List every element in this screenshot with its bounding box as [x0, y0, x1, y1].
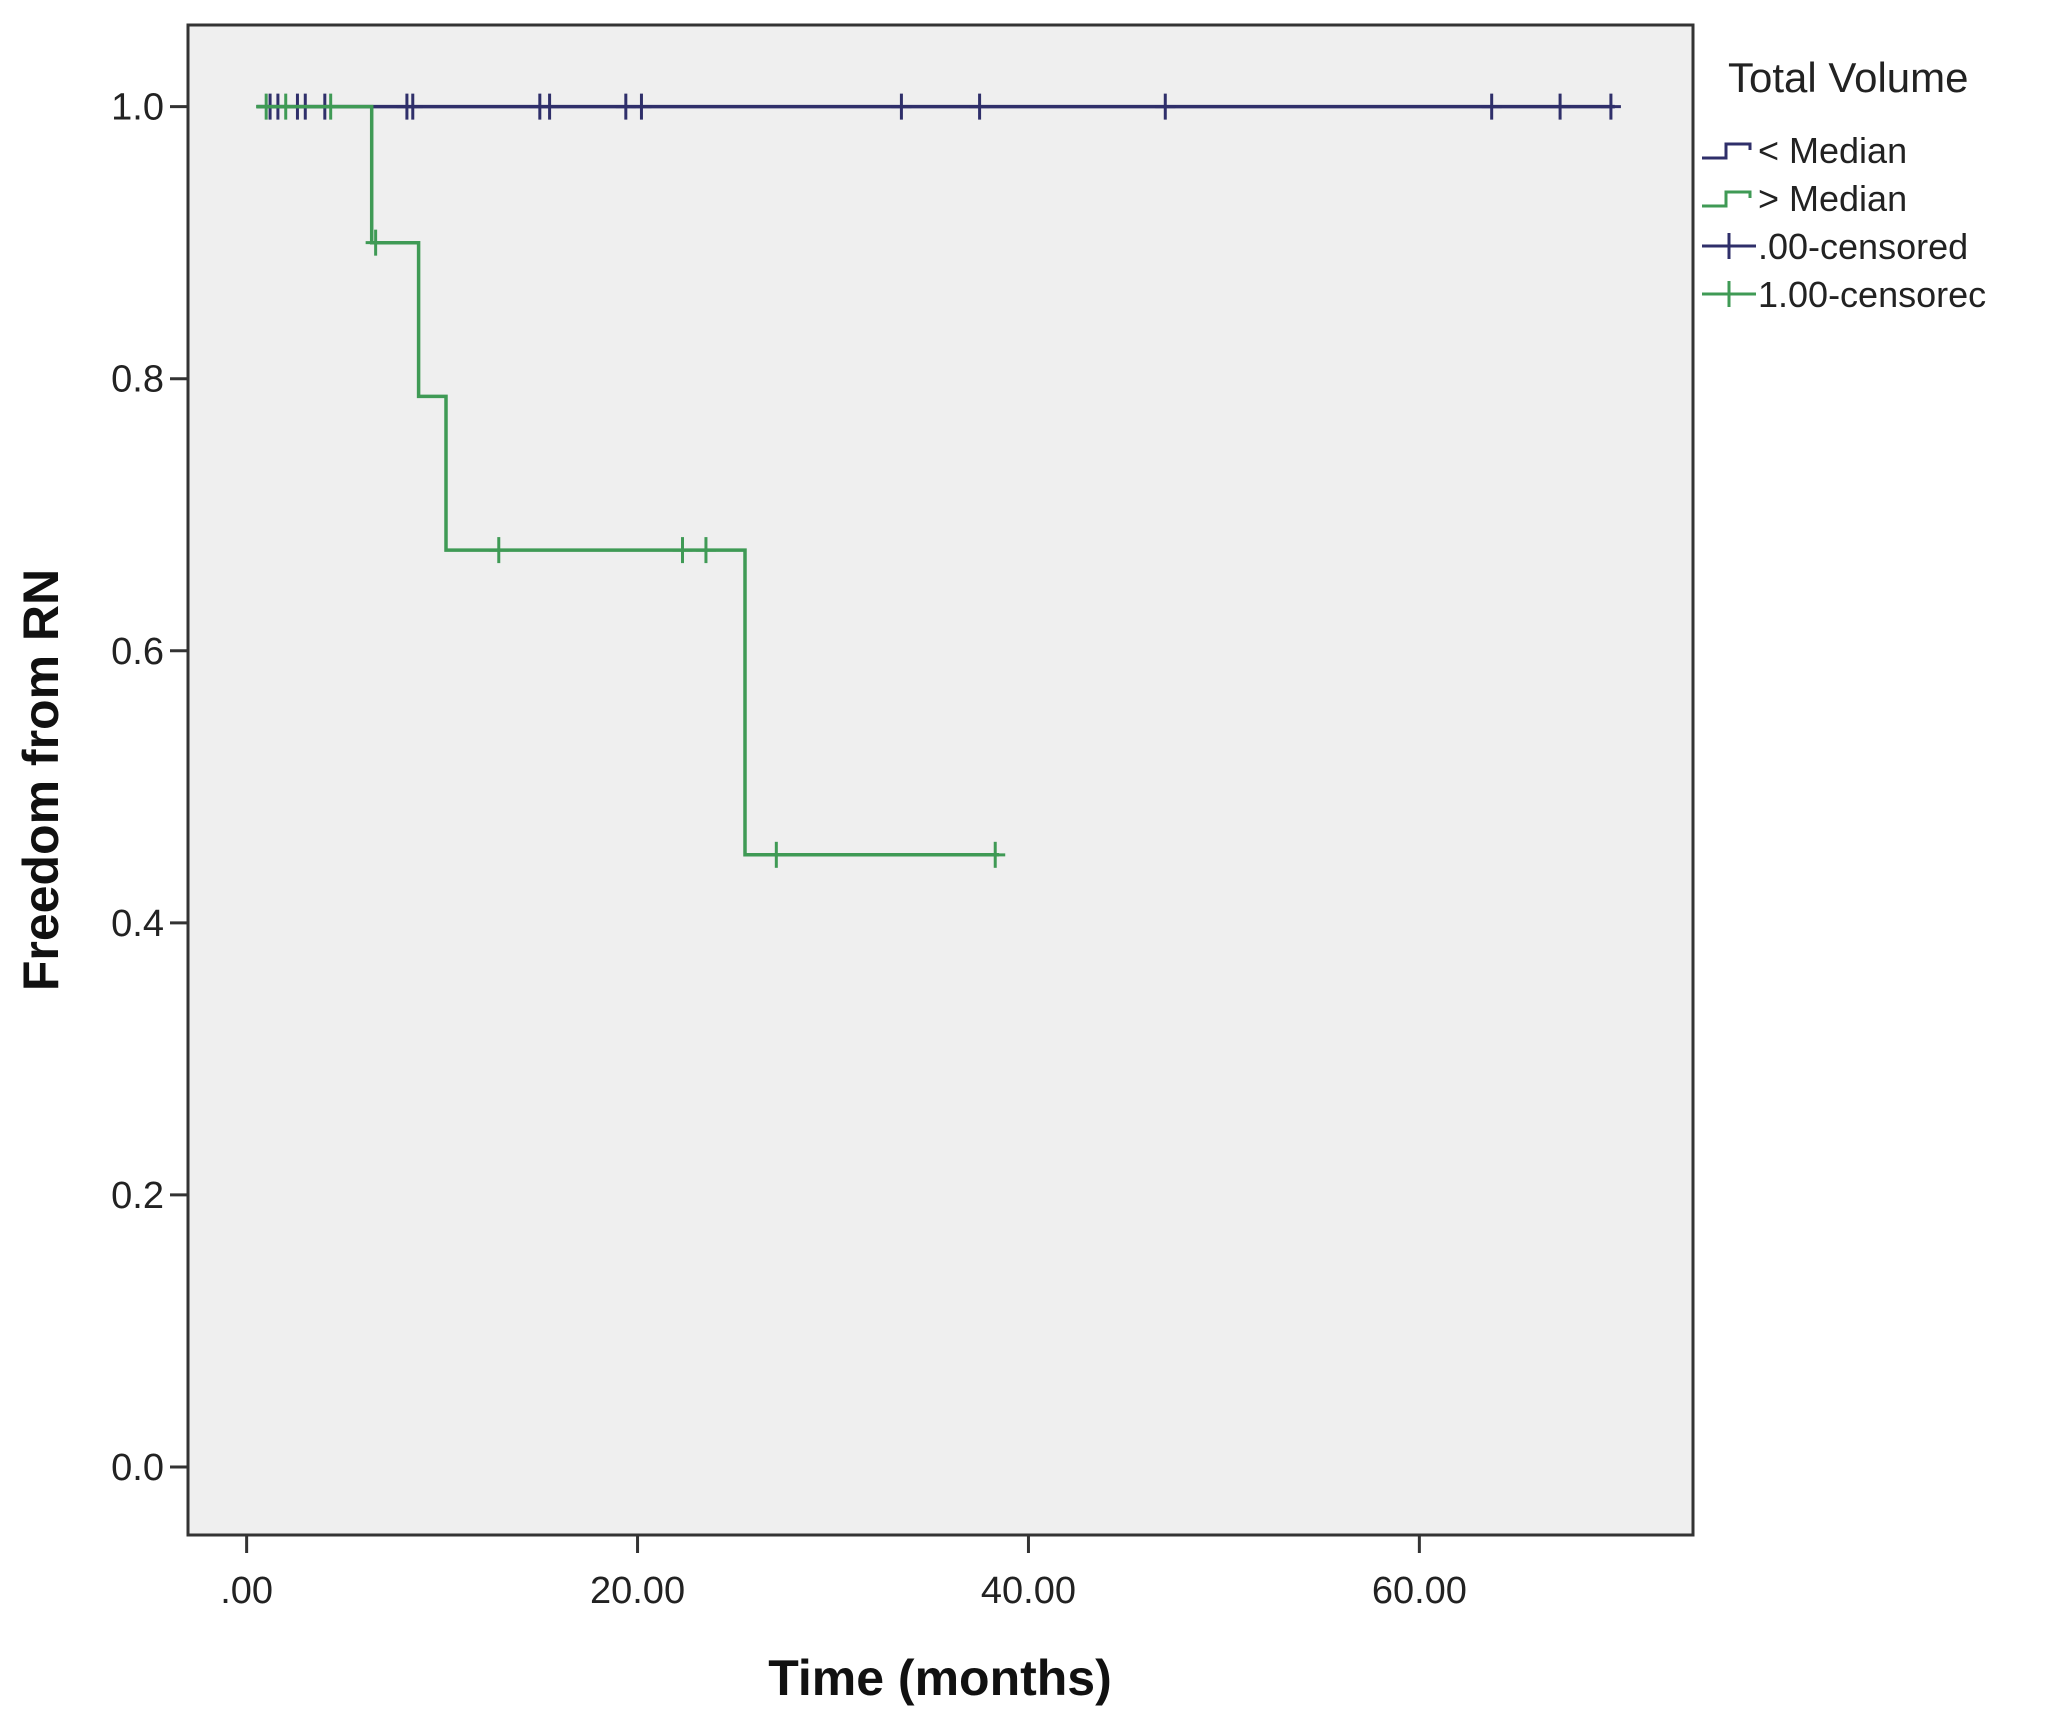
legend-label: > Median	[1758, 178, 1907, 219]
legend-label: 1.00-censorec	[1758, 274, 1986, 315]
legend-label: .00-censored	[1758, 226, 1968, 267]
x-tick-label: 40.00	[981, 1570, 1076, 1612]
x-tick-label: 60.00	[1372, 1570, 1467, 1612]
legend-swatch-step	[1702, 190, 1752, 208]
series-layer	[256, 93, 1621, 868]
y-tick-label: 0.6	[111, 631, 164, 673]
legend-label: < Median	[1758, 130, 1907, 171]
series-1-step-line	[256, 104, 1000, 857]
x-tick-label: .00	[220, 1570, 273, 1612]
legend-swatch-step	[1702, 142, 1752, 160]
y-tick-label: 0.8	[111, 359, 164, 401]
legend: Total Volume < Median > Median .00-censore…	[1702, 54, 1986, 315]
axes: 0.0 0.2 0.4 0.6 0.8 1.0 .00 20.00 40.00 60.00	[111, 87, 1467, 1612]
y-tick-label: 0.2	[111, 1175, 164, 1217]
series-group	[256, 93, 1006, 868]
x-axis-title: Time (months)	[768, 1650, 1112, 1706]
y-axis-title: Freedom from RN	[13, 569, 69, 991]
plot-area	[186, 23, 1695, 1537]
y-tick-label: 0.0	[111, 1447, 164, 1489]
y-tick-label: 0.4	[111, 903, 164, 945]
x-tick-label: 20.00	[590, 1570, 685, 1612]
legend-title: Total Volume	[1728, 54, 1968, 101]
y-tick-label: 1.0	[111, 87, 164, 129]
